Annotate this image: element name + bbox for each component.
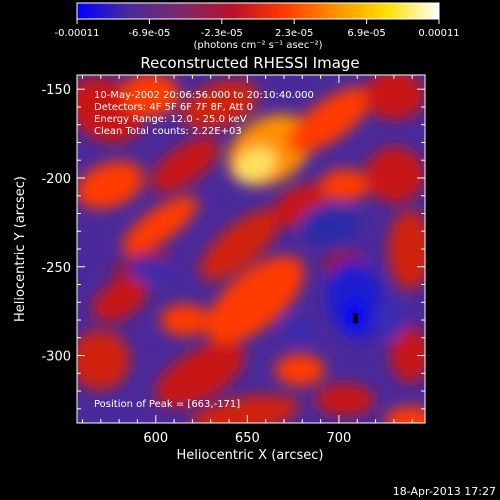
- colorbar-tick-label: 6.9e-05: [347, 28, 385, 39]
- heatmap-image: [77, 75, 425, 423]
- colorbar-tick-label: 0.00011: [418, 28, 459, 39]
- x-axis-label: Heliocentric X (arcsec): [177, 448, 324, 463]
- annotation-line: Energy Range: 12.0 - 25.0 keV: [94, 114, 247, 125]
- y-tick-label: -200: [41, 172, 71, 187]
- y-tick-label: -300: [41, 350, 71, 365]
- colorbar-units: (photons cm⁻² s⁻¹ asec⁻²): [193, 40, 322, 51]
- colorbar-tick-label: 2.3e-05: [275, 28, 313, 39]
- colorbar-tick-label: -2.3e-05: [201, 28, 243, 39]
- colorbar-ticks: -0.00011 -6.9e-05 -2.3e-05 2.3e-05 6.9e-05 0.…: [55, 19, 460, 39]
- annotation-line: Clean Total counts: 2.22E+03: [94, 126, 242, 137]
- y-tick-label: -150: [41, 83, 71, 98]
- annotation-line: Detectors: 4F 5F 6F 7F 8F, Att 0: [94, 102, 253, 113]
- x-tick-label: 600: [143, 431, 168, 446]
- chart-title: Reconstructed RHESSI Image: [140, 54, 359, 72]
- x-tick-label: 650: [235, 431, 260, 446]
- x-tick-label: 700: [327, 431, 352, 446]
- colorbar: [76, 2, 440, 20]
- colorbar-tick-label: -0.00011: [55, 28, 100, 39]
- y-tick-label: -250: [41, 261, 71, 276]
- plot-timestamp: 18-Apr-2013 17:27: [392, 485, 496, 498]
- annotation-line: 10-May-2002 20:06:56.000 to 20:10:40.000: [94, 90, 314, 101]
- y-axis: -150 -200 -250 -300: [41, 83, 425, 410]
- minimum-marker: [352, 313, 358, 324]
- y-axis-label: Heliocentric Y (arcsec): [13, 176, 28, 322]
- x-axis: 600 650 700: [81, 75, 413, 446]
- peak-position-label: Position of Peak = [663,-171]: [94, 399, 240, 410]
- colorbar-tick-label: -6.9e-05: [128, 28, 170, 39]
- observation-annotations: 10-May-2002 20:06:56.000 to 20:10:40.000…: [94, 90, 314, 137]
